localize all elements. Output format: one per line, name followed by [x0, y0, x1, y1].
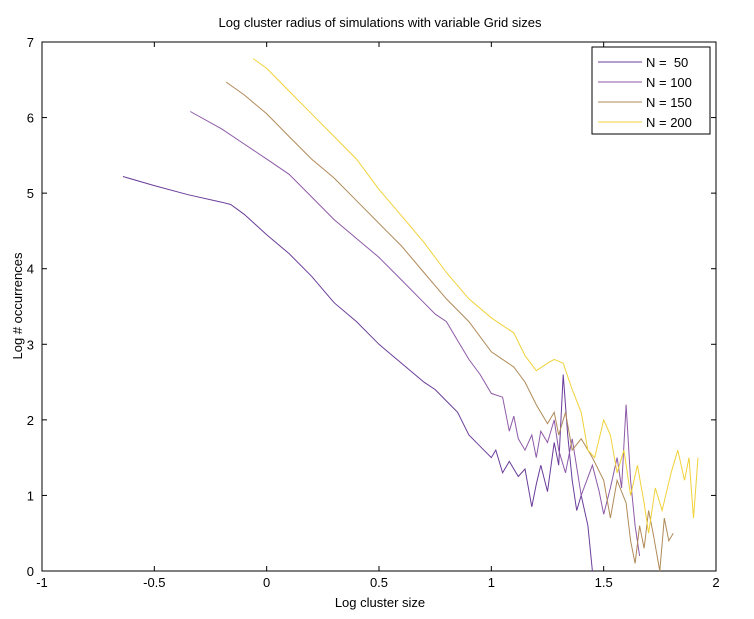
- x-axis: -1 -0.5 0 0.5 1 1.5 2: [36, 42, 720, 590]
- series-line-1: [122, 176, 593, 572]
- legend-label-3: N = 150: [646, 95, 692, 110]
- y-tick-label: 2: [27, 413, 34, 428]
- legend-label-2: N = 100: [646, 75, 692, 90]
- x-tick-label: 1: [488, 575, 495, 590]
- x-tick-label: -1: [36, 575, 48, 590]
- y-axis-label: Log # occurrences: [10, 252, 25, 359]
- legend: N = 50 N = 100 N = 150 N = 200: [591, 46, 711, 135]
- x-tick-label: 0.5: [370, 575, 388, 590]
- legend-label-1: N = 50: [646, 55, 688, 70]
- x-tick-label: 1.5: [595, 575, 613, 590]
- series-line-4: [252, 58, 699, 534]
- x-axis-label: Log cluster size: [335, 595, 425, 610]
- y-tick-label: 3: [27, 337, 34, 352]
- y-tick-label: 5: [27, 186, 34, 201]
- legend-label-4: N = 200: [646, 115, 692, 130]
- chart-title: Log cluster radius of simulations with v…: [219, 15, 542, 30]
- y-tick-label: 0: [27, 564, 34, 579]
- y-tick-label: 7: [27, 35, 34, 50]
- series-line-3: [225, 81, 674, 572]
- x-tick-label: 0: [263, 575, 270, 590]
- y-axis: 0 1 2 3 4 5 6 7: [27, 35, 716, 579]
- series-line-2: [190, 111, 641, 556]
- x-tick-label: -0.5: [143, 575, 165, 590]
- y-tick-label: 4: [27, 262, 34, 277]
- y-tick-label: 1: [27, 488, 34, 503]
- series-lines: [122, 58, 699, 572]
- y-tick-label: 6: [27, 111, 34, 126]
- x-tick-label: 2: [712, 575, 719, 590]
